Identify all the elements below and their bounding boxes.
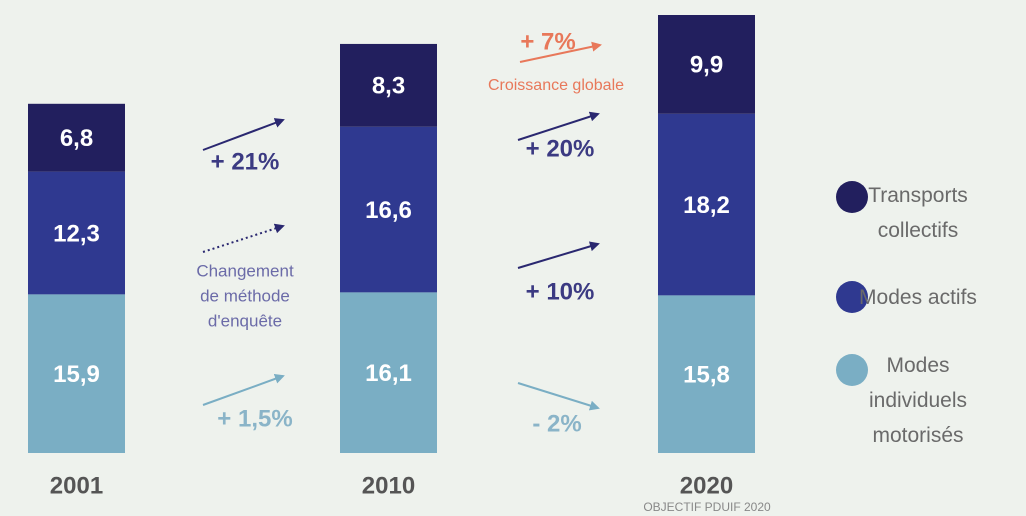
annotation: + 21%	[211, 148, 280, 175]
annotation: Changement	[196, 261, 294, 280]
legend-marker	[836, 281, 868, 313]
value-label: 18,2	[683, 192, 730, 219]
bar-segment	[340, 126, 437, 293]
bar-segment	[658, 295, 755, 453]
arrow	[517, 111, 600, 141]
bar-segment	[28, 294, 125, 453]
arrow	[517, 241, 600, 269]
arrow	[202, 223, 285, 253]
value-label: 16,6	[365, 197, 412, 224]
arrow	[202, 374, 285, 406]
arrow	[202, 118, 285, 151]
bar-segment	[28, 171, 125, 295]
value-label: 8,3	[372, 73, 405, 100]
x-tick-label: 2020	[680, 472, 733, 499]
annotation: + 7%	[520, 28, 575, 55]
annotation: Croissance globale	[488, 77, 624, 94]
value-label: 15,9	[53, 361, 100, 388]
value-label: 9,9	[690, 52, 723, 79]
legend-label: Modes actifs	[859, 286, 977, 309]
annotation: - 2%	[532, 410, 581, 437]
value-label: 15,8	[683, 362, 730, 389]
value-label: 12,3	[53, 220, 100, 247]
bar-segment	[340, 292, 437, 453]
footnote: OBJECTIF PDUIF 2020	[643, 500, 771, 514]
legend-label: Transports collectifs	[868, 184, 968, 242]
x-tick-label: 2010	[362, 472, 415, 499]
bar-segment	[658, 113, 755, 296]
annotation: de méthode	[200, 286, 290, 305]
legend-marker	[836, 181, 868, 213]
annotation: + 20%	[526, 135, 595, 162]
legend-marker	[836, 354, 868, 386]
annotation: d'enquête	[208, 311, 282, 330]
annotation: + 10%	[526, 278, 595, 305]
bar-segment	[340, 43, 437, 127]
arrow	[517, 382, 600, 411]
bar-segment	[658, 15, 755, 114]
bar-segment	[28, 103, 125, 172]
value-label: 16,1	[365, 360, 412, 387]
legend-label: Modes individuels motorisés	[868, 354, 968, 447]
annotation: + 1,5%	[217, 405, 292, 432]
value-label: 6,8	[60, 125, 93, 152]
x-tick-label: 2001	[50, 472, 103, 499]
arrow	[519, 41, 602, 63]
arrows	[202, 41, 602, 411]
